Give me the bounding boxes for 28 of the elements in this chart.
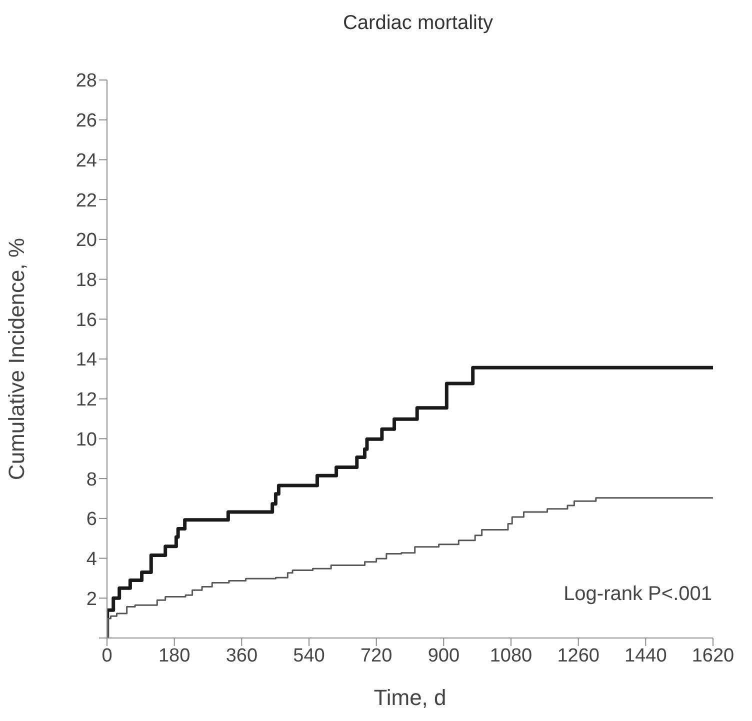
x-tick-label: 540 (293, 645, 325, 666)
y-tick-label: 22 (76, 190, 97, 212)
chart-title: Cardiac mortality (342, 12, 494, 35)
y-tick-label: 16 (76, 310, 97, 331)
x-axis-title: Time, d (374, 685, 446, 710)
x-tick-label: 1260 (557, 645, 600, 666)
x-tick-label: 180 (158, 645, 190, 666)
x-tick-label: 900 (428, 645, 460, 666)
y-tick-label: 6 (86, 509, 97, 530)
y-tick-label: 24 (76, 150, 98, 172)
x-tick-label: 1440 (624, 645, 667, 666)
y-tick-label: 12 (76, 390, 97, 411)
annotation: Log-rank P<.001 (564, 583, 712, 606)
y-tick-label: 4 (86, 549, 98, 570)
y-tick-label: 8 (86, 469, 97, 490)
y-tick-label: 20 (76, 230, 97, 252)
y-tick-label: 2 (86, 588, 97, 610)
y-tick-label: 28 (76, 70, 97, 92)
y-tick-label: 18 (76, 270, 97, 292)
x-tick-label: 1620 (692, 645, 734, 666)
x-tick-label: 0 (102, 645, 112, 666)
y-tick-label: 14 (76, 350, 98, 371)
x-tick-label: 1080 (490, 645, 532, 666)
y-tick-label: 26 (76, 110, 97, 132)
y-axis-title: Cumulative Incidence, % (4, 238, 29, 480)
y-tick-label: 10 (76, 429, 97, 450)
x-tick-label: 720 (360, 645, 392, 666)
x-tick-label: 360 (226, 645, 258, 666)
